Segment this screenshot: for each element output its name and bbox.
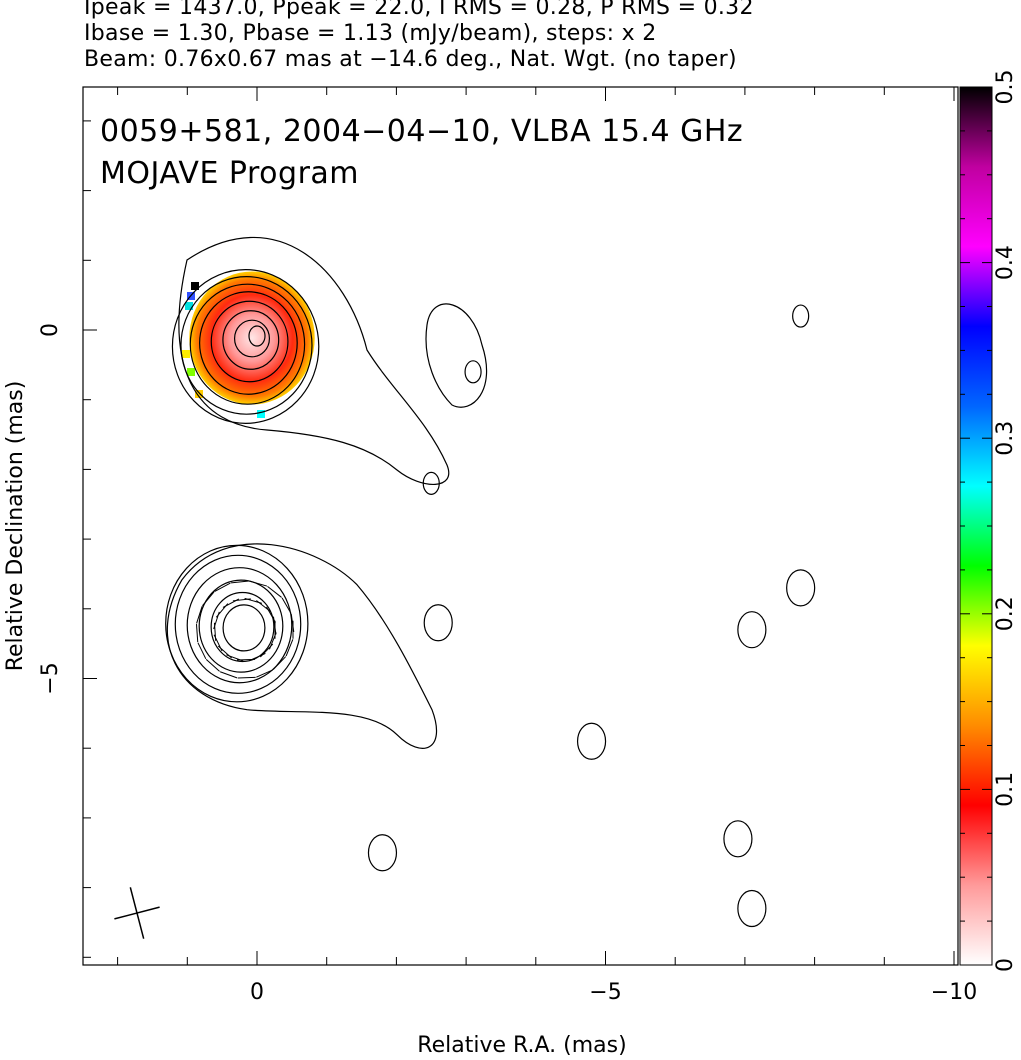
jet-feature-contour — [422, 471, 440, 495]
colorbar-tick-label: 0 — [993, 958, 1018, 972]
colorbar-tick-label: 0.3 — [993, 421, 1018, 456]
colorbar-tick-label: 0.2 — [993, 596, 1018, 631]
core-contour — [180, 276, 313, 415]
jet-feature-contour — [464, 360, 482, 384]
evpa-stick — [197, 642, 207, 660]
plot-frame — [82, 86, 959, 966]
lower-feature-contour — [723, 820, 753, 858]
x-tick-label: −5 — [589, 980, 621, 1005]
evpa-stick — [272, 616, 277, 635]
colorbar-tick-label: 0.1 — [993, 772, 1018, 807]
header-stats-line1: Ipeak = 1437.0, Ppeak = 22.0, I RMS = 0.… — [84, 0, 754, 20]
evpa-stick — [237, 676, 256, 679]
evpa-stick — [256, 669, 273, 678]
colorbar: 0 0.1 0.2 0.3 0.4 0.5 — [959, 70, 1018, 972]
evpa-stick — [249, 580, 268, 587]
x-tick-label: −10 — [931, 980, 977, 1005]
plot-border — [82, 86, 959, 966]
y-tick-label: −5 — [38, 662, 63, 694]
evpa-stick — [267, 585, 282, 598]
chart-title: 0059+581, 2004−04−10, VLBA 15.4 GHz — [100, 114, 743, 149]
core-contour — [233, 319, 271, 358]
evpa-stick — [272, 656, 287, 670]
lower-contour — [174, 554, 302, 694]
x-axis-label: Relative R.A. (mas) — [417, 1033, 626, 1058]
y-tick-label: 0 — [38, 323, 63, 337]
evpa-stick — [230, 580, 249, 584]
lower-outer-contour — [166, 543, 438, 749]
edge-pixel — [257, 410, 265, 418]
core-contour — [210, 300, 289, 383]
lower-contour — [186, 567, 293, 684]
core-polarization-fill — [189, 271, 315, 405]
edge-pixel — [195, 390, 203, 398]
colorbar-gradient — [959, 86, 993, 966]
header-stats-line2: Ibase = 1.30, Pbase = 1.13 (mJy/beam), s… — [84, 21, 657, 46]
lower-feature-contour — [737, 611, 767, 649]
core-contour — [189, 283, 306, 405]
y-axis-label: Relative Declination (mas) — [3, 381, 28, 672]
colorbar-tick-label: 0.4 — [993, 245, 1018, 280]
evpa-stick — [202, 591, 215, 607]
core-contour — [199, 291, 298, 395]
core-contour — [171, 269, 320, 424]
edge-pixel — [185, 302, 193, 310]
evpa-stick — [205, 658, 220, 672]
contour-lines — [114, 236, 816, 939]
evpa-stick — [285, 639, 294, 657]
evpa-stick — [219, 671, 238, 679]
lower-contour — [210, 591, 275, 663]
colorbar-tick-label: 0.5 — [993, 70, 1018, 105]
evpa-stick — [196, 606, 203, 624]
axis-ticks: 0 −5 −10 0 −5 — [38, 87, 977, 1005]
header-beam-line: Beam: 0.76x0.67 mas at −14.6 deg., Nat. … — [84, 47, 737, 72]
lower-feature-contour — [576, 722, 607, 760]
lower-contour — [222, 604, 266, 652]
lower-feature-contour — [737, 889, 767, 928]
core-contour — [222, 310, 280, 370]
evpa-stick — [290, 614, 295, 633]
lower-feature-contour — [423, 604, 453, 642]
edge-pixel — [187, 368, 195, 376]
jet-knot-contour — [425, 303, 488, 408]
chart-subtitle: MOJAVE Program — [100, 156, 359, 191]
beam-minor-axis — [114, 906, 160, 920]
jet-feature-contour — [792, 304, 810, 328]
core-peak-contour — [248, 325, 266, 347]
evpa-stick — [195, 624, 199, 643]
edge-pixel — [182, 350, 190, 358]
lower-feature-contour — [367, 834, 398, 872]
evpa-stick — [281, 597, 292, 614]
lower-contour — [198, 579, 284, 673]
edge-pixel — [191, 282, 199, 290]
x-tick-label: 0 — [250, 980, 264, 1005]
evpa-stick — [214, 582, 231, 592]
jet-outer-contour — [178, 236, 450, 485]
lower-feature-contour — [786, 569, 816, 607]
